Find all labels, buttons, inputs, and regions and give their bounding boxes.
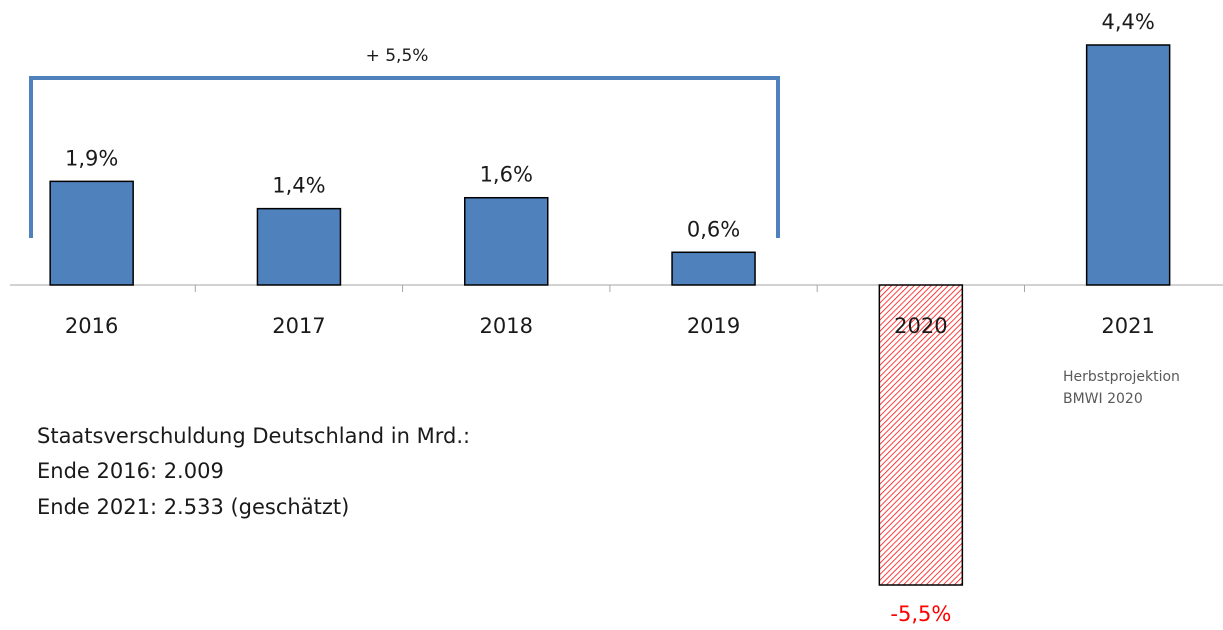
x-tick-label: 2016 <box>65 314 118 338</box>
value-label: 1,4% <box>272 174 325 198</box>
bracket <box>29 76 780 238</box>
value-label: 0,6% <box>687 217 740 241</box>
text-block-line: Ende 2021: 2.533 (geschätzt) <box>37 495 349 519</box>
note-line: BMWI 2020 <box>1063 391 1143 407</box>
x-tick-label: 2018 <box>480 314 533 338</box>
bar <box>49 180 134 286</box>
value-label: 1,6% <box>480 163 533 187</box>
value-label: 1,9% <box>65 146 118 170</box>
bar <box>878 284 964 586</box>
bar <box>671 251 756 286</box>
note-line: Herbstprojektion <box>1063 369 1180 385</box>
x-tick-label: 2017 <box>272 314 325 338</box>
text-block-line: Staatsverschuldung Deutschland in Mrd.: <box>37 424 470 448</box>
bar <box>1085 44 1171 286</box>
value-label: -5,5% <box>890 602 951 626</box>
x-tick-label: 2019 <box>687 314 740 338</box>
x-tick-label: 2021 <box>1101 314 1154 338</box>
bracket-label: + 5,5% <box>366 46 429 66</box>
bar <box>256 207 342 286</box>
text-block-line: Ende 2016: 2.009 <box>37 459 224 483</box>
value-label: 4,4% <box>1101 10 1154 34</box>
bar <box>464 196 549 286</box>
x-tick-label: 2020 <box>894 314 947 338</box>
